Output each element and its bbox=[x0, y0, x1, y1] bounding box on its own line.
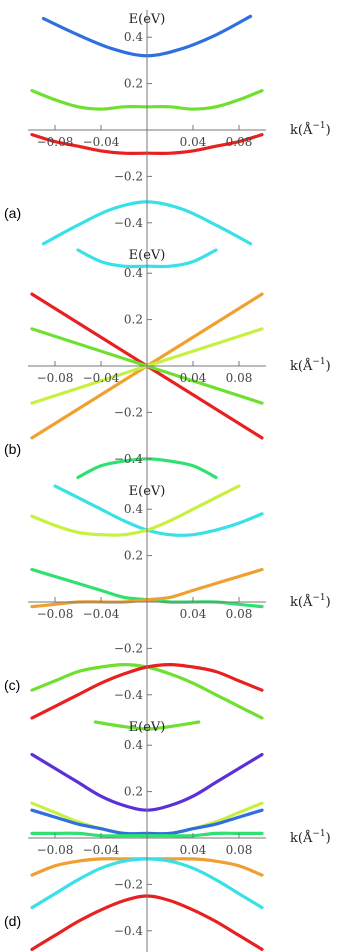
panel-label: (d) bbox=[4, 913, 21, 929]
x-tick-label: 0.04 bbox=[180, 371, 207, 385]
y-tick-label: −0.4 bbox=[114, 688, 144, 702]
y-tick-label: 0.4 bbox=[124, 30, 143, 44]
y-tick-label: 0.2 bbox=[124, 313, 143, 327]
y-tick-label: 0.4 bbox=[124, 266, 143, 280]
panel-d: 0.4 0.2 −0.2 −0.4 −0.08 −0.04 0.04 0.08 E(eV) k(Å… bbox=[4, 718, 331, 952]
x-tick-label: −0.04 bbox=[83, 371, 120, 385]
y-axis-label: E(eV) bbox=[129, 248, 166, 263]
panel-b: 0.4 0.2 −0.2 −0.4 −0.08 −0.04 0.04 0.08 E(eV) k(Å… bbox=[4, 246, 331, 486]
x-axis-label: k(Å−1) bbox=[290, 357, 331, 374]
panel-c: 0.4 0.2 −0.2 −0.4 −0.08 −0.04 0.04 0.08 E(eV) k(Å… bbox=[4, 482, 331, 722]
x-tick-label: −0.08 bbox=[37, 135, 74, 149]
panel-a: 0.4 0.2 −0.2 −0.4 −0.08 −0.04 0.04 0.08 E(eV) k(Å… bbox=[4, 10, 331, 250]
x-axis-label: k(Å−1) bbox=[290, 593, 331, 610]
band-line-1 bbox=[53, 484, 264, 537]
y-tick-label: −0.2 bbox=[114, 169, 143, 183]
x-tick-label: 0.04 bbox=[180, 135, 207, 149]
x-tick-label: 0.08 bbox=[226, 371, 253, 385]
y-tick-label: −0.2 bbox=[114, 877, 143, 891]
y-tick-label: 0.2 bbox=[124, 549, 143, 563]
x-tick-label: 0.08 bbox=[226, 607, 253, 621]
y-tick-label: 0.2 bbox=[124, 785, 143, 799]
x-tick-label: 0.04 bbox=[180, 843, 207, 857]
y-tick-label: 0.4 bbox=[124, 738, 143, 752]
panel-label: (c) bbox=[4, 677, 20, 693]
panel-label: (b) bbox=[4, 441, 21, 457]
y-tick-label: −0.2 bbox=[114, 641, 143, 655]
y-tick-label: 0.2 bbox=[124, 77, 143, 91]
x-tick-label: −0.08 bbox=[37, 607, 74, 621]
panel-label: (a) bbox=[4, 205, 21, 221]
y-tick-label: −0.4 bbox=[114, 924, 144, 938]
x-tick-label: −0.04 bbox=[83, 607, 120, 621]
x-tick-label: 0.08 bbox=[226, 135, 253, 149]
y-axis-label: E(eV) bbox=[129, 484, 166, 499]
y-tick-label: −0.4 bbox=[114, 216, 144, 230]
x-tick-label: 0.08 bbox=[226, 843, 253, 857]
x-tick-label: −0.04 bbox=[83, 843, 120, 857]
y-axis-label: E(eV) bbox=[129, 12, 166, 27]
y-tick-label: −0.2 bbox=[114, 405, 143, 419]
y-axis-label: E(eV) bbox=[129, 720, 166, 735]
x-axis-label: k(Å−1) bbox=[290, 121, 331, 138]
x-tick-label: −0.04 bbox=[83, 135, 120, 149]
x-tick-label: −0.08 bbox=[37, 371, 74, 385]
x-tick-label: −0.08 bbox=[37, 843, 74, 857]
y-tick-label: 0.4 bbox=[124, 502, 143, 516]
x-axis-label: k(Å−1) bbox=[290, 829, 331, 846]
band-line-2 bbox=[30, 484, 241, 537]
x-tick-label: 0.04 bbox=[180, 607, 207, 621]
y-tick-label: −0.4 bbox=[114, 452, 144, 466]
